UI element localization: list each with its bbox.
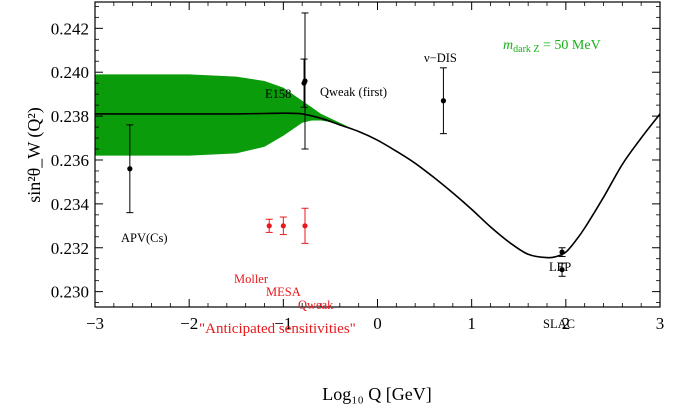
x-tick-label: 2 xyxy=(562,314,571,333)
measurement-0-point xyxy=(127,166,133,172)
x-tick-label: 1 xyxy=(467,314,476,333)
anticipated-2-point xyxy=(302,223,308,229)
y-tick-label: 0.236 xyxy=(51,151,89,170)
x-tick-label: −1 xyxy=(274,314,292,333)
x-axis-title: Log₁₀ Q [GeV] xyxy=(322,384,432,404)
label-e158: E158 xyxy=(265,87,291,101)
y-tick-label: 0.240 xyxy=(51,63,89,82)
standard-model-curve xyxy=(95,112,660,259)
y-tick-label: 0.234 xyxy=(51,195,90,214)
y-tick-label: 0.232 xyxy=(51,239,89,258)
label-apv: APV(Cs) xyxy=(121,231,168,245)
tick-layer: −3 −2 −1 0 1 2 3 0.230 0.232 0.234 0.236 0.238 0.240… xyxy=(51,2,665,333)
anticipated-0-point xyxy=(266,223,272,229)
label-qweak-first: Qweak (first) xyxy=(320,85,387,99)
measurement-3-point xyxy=(440,98,447,104)
y-axis-title: sin²θ_W (Q²) xyxy=(24,107,45,203)
x-tick-label: 3 xyxy=(656,314,665,333)
label-moller: Moller xyxy=(234,272,269,286)
x-tick-label: −2 xyxy=(180,314,198,333)
mass-symbol: m xyxy=(503,38,513,53)
point-layer xyxy=(126,12,566,277)
label-lep: LEP xyxy=(549,260,571,274)
mass-value: = 50 MeV xyxy=(540,38,601,53)
curve-layer xyxy=(95,112,660,259)
anticipated-note: "Anticipated sensitivities" xyxy=(199,321,356,337)
mass-annotation: mdark Z = 50 MeV xyxy=(503,38,601,55)
label-slac: SLAC xyxy=(543,317,575,331)
measurement-4-point xyxy=(559,249,565,255)
y-tick-label: 0.238 xyxy=(51,107,89,126)
dark-z-band xyxy=(95,74,350,156)
x-tick-label: 0 xyxy=(373,314,382,333)
anticipated-1-point xyxy=(280,223,286,229)
measurement-5-point xyxy=(559,267,565,273)
mass-subscript: dark Z xyxy=(513,44,539,55)
x-tick-label: −3 xyxy=(86,314,104,333)
label-mesa: MESA xyxy=(266,285,301,299)
y-tick-label: 0.242 xyxy=(51,19,89,38)
label-nu-dis: ν−DIS xyxy=(424,51,457,65)
measurement-2-point xyxy=(302,78,308,84)
y-tick-label: 0.230 xyxy=(51,283,89,302)
label-layer: APV(Cs) E158 Qweak (first) ν−DIS LEP SLA… xyxy=(121,38,601,337)
label-qweak-anticipated: Qweak xyxy=(298,298,334,312)
band-layer xyxy=(95,74,350,156)
